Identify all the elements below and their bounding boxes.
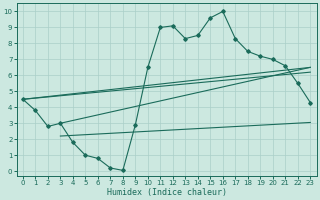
X-axis label: Humidex (Indice chaleur): Humidex (Indice chaleur) [107, 188, 227, 197]
